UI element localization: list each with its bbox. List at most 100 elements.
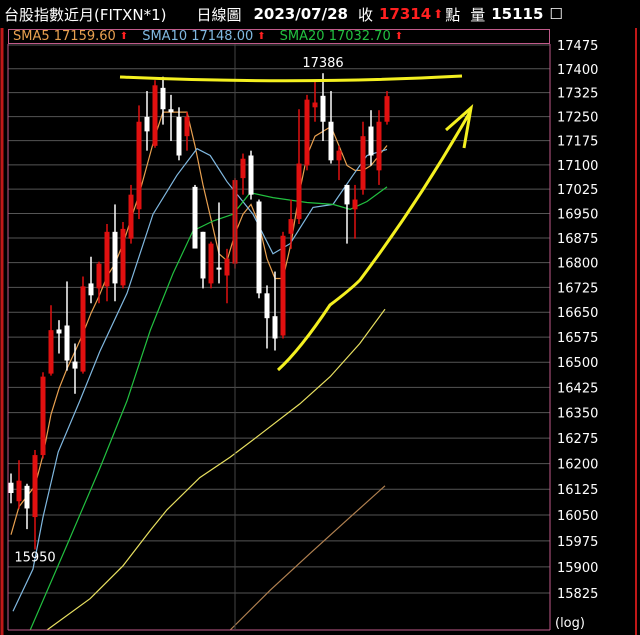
candle-up <box>288 219 294 234</box>
candle-up <box>360 136 366 190</box>
candle-up <box>376 121 382 171</box>
price-annotation: 15950 <box>14 551 55 566</box>
candle-up <box>96 263 102 289</box>
candle-up <box>336 150 342 161</box>
price-annotation: 17386 <box>302 56 343 71</box>
close-value: 17314 <box>378 5 432 23</box>
y-tick-label: 16500 <box>557 356 598 371</box>
candle-down <box>344 184 350 205</box>
candle-down <box>56 329 62 334</box>
up-arrow-icon: ⬆ <box>394 31 404 42</box>
candle-down <box>8 482 14 494</box>
candle-down <box>216 267 222 270</box>
candle-up <box>224 258 230 276</box>
checkbox-icon[interactable]: ☐ <box>549 5 563 23</box>
y-tick-label: 15825 <box>557 587 598 602</box>
y-tick-label: 16200 <box>557 458 598 473</box>
candle-up <box>16 480 22 502</box>
y-tick-label: 15975 <box>557 535 598 550</box>
candle-down <box>24 485 30 509</box>
candle-up <box>152 85 158 146</box>
points-label: 點 <box>445 5 461 24</box>
legend-sma10: SMA10 17148.00 <box>142 29 254 44</box>
candle-down <box>160 87 166 110</box>
y-tick-label: 17100 <box>557 159 598 174</box>
candle-down <box>176 116 182 156</box>
candle-up <box>208 243 214 284</box>
candle-up <box>136 121 142 210</box>
y-tick-label: 16125 <box>557 483 598 498</box>
candle-down <box>64 325 70 361</box>
candle-up <box>48 330 54 374</box>
up-arrow-icon: ⬆ <box>433 7 444 21</box>
y-tick-label: 15900 <box>557 561 598 576</box>
chart-header: 台股指數近月(FITXN*1) 日線圖 2023/07/28 收 17314 ⬆… <box>0 0 640 28</box>
drawn-trend-arrow <box>276 111 472 372</box>
up-arrow-icon: ⬆ <box>119 31 129 42</box>
y-tick-label: 17325 <box>557 87 598 102</box>
y-tick-label: 17175 <box>557 135 598 150</box>
legend-sma20: SMA20 17032.70 <box>279 29 391 44</box>
sma20-line <box>29 186 388 631</box>
ma-legend: SMA5 17159.60 ⬆ SMA10 17148.00 ⬆ SMA20 170… <box>8 29 550 44</box>
legend-sma5: SMA5 17159.60 <box>13 29 116 44</box>
y-tick-label: 17025 <box>557 183 598 198</box>
candle-down <box>200 231 206 279</box>
y-tick-label: 17400 <box>557 63 598 78</box>
candle-down <box>256 201 262 294</box>
candle-up <box>128 194 134 239</box>
y-tick-label: 16275 <box>557 432 598 447</box>
close-label: 收 <box>357 5 373 24</box>
drawn-arrowhead <box>445 104 474 149</box>
candle-down <box>272 316 278 339</box>
y-tick-label: 16875 <box>557 232 598 247</box>
sma5-line <box>10 111 388 535</box>
candle-up <box>104 231 110 287</box>
symbol-title: 台股指數近月(FITXN*1) <box>4 5 167 24</box>
candle-up <box>312 102 318 108</box>
y-tick-label: 16800 <box>557 257 598 272</box>
candle-down <box>144 116 150 132</box>
sma10-line <box>12 147 388 612</box>
y-tick-label: 17250 <box>557 111 598 126</box>
candle-down <box>320 95 326 122</box>
candle-down <box>328 121 334 161</box>
date-label: 2023/07/28 <box>253 5 348 23</box>
candle-up <box>352 199 358 210</box>
candle-up <box>40 376 46 456</box>
volume-value: 15115 <box>491 5 544 23</box>
candle-down <box>368 126 374 156</box>
volume-label: 量 <box>470 5 486 24</box>
y-tick-label: 16425 <box>557 381 598 396</box>
candle-up <box>184 116 190 137</box>
candle-up <box>32 455 38 518</box>
candle-up <box>80 286 86 372</box>
long-ma-line <box>229 485 386 631</box>
candle-up <box>240 158 246 179</box>
y-tick-label: 16725 <box>557 281 598 296</box>
candle-up <box>304 99 310 166</box>
y-tick-label: 17475 <box>557 39 598 54</box>
y-tick-label: 16350 <box>557 407 598 422</box>
candle-down <box>112 231 118 284</box>
long-ma-line <box>46 308 386 631</box>
candle-up <box>280 235 286 336</box>
y-tick-label: 16050 <box>557 509 598 524</box>
candle-down <box>88 283 94 296</box>
log-scale-label: (log) <box>555 616 585 631</box>
candle-up <box>384 96 390 122</box>
y-tick-label: 16650 <box>557 306 598 321</box>
candle-up <box>120 228 126 286</box>
candle-down <box>264 293 270 319</box>
candle-down <box>248 155 254 195</box>
candle-down <box>168 109 174 113</box>
y-tick-label: 16950 <box>557 208 598 223</box>
candle-down <box>72 361 78 369</box>
candle-down <box>192 186 198 249</box>
candle-up <box>296 163 302 220</box>
period-label[interactable]: 日線圖 <box>196 5 242 24</box>
up-arrow-icon: ⬆ <box>257 31 266 42</box>
y-tick-label: 16575 <box>557 331 598 346</box>
drawn-resistance-line <box>119 74 463 83</box>
